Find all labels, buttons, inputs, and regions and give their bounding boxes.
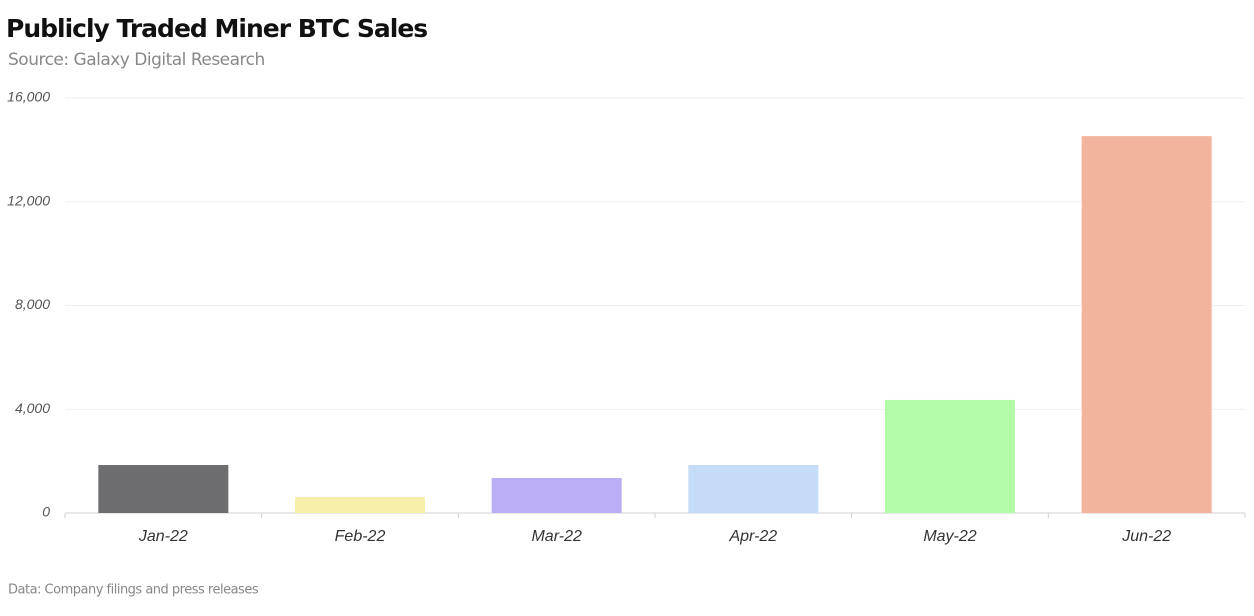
x-tick-label: Jan-22 — [138, 528, 188, 545]
y-tick-label: 0 — [42, 504, 50, 520]
bar — [688, 465, 819, 513]
bar — [98, 465, 229, 513]
x-tick-label: May-22 — [923, 528, 976, 545]
x-tick-label: Apr-22 — [728, 528, 777, 545]
y-tick-label: 12,000 — [7, 192, 50, 208]
x-tick-label: Jun-22 — [1121, 528, 1171, 545]
footnote: Data: Company filings and press releases — [8, 583, 259, 598]
bar — [491, 477, 622, 513]
y-tick-label: 8,000 — [15, 296, 50, 312]
x-tick-label: Mar-22 — [531, 528, 581, 545]
bar — [885, 399, 1015, 513]
y-tick-label: 16,000 — [7, 89, 50, 105]
chart-title: Publicly Traded Miner BTC Sales — [6, 14, 427, 43]
bar — [295, 496, 425, 513]
x-tick-label: Feb-22 — [335, 528, 386, 545]
y-tick-label: 4,000 — [15, 400, 50, 416]
chart-subtitle: Source: Galaxy Digital Research — [8, 50, 265, 70]
bar — [1081, 136, 1212, 514]
